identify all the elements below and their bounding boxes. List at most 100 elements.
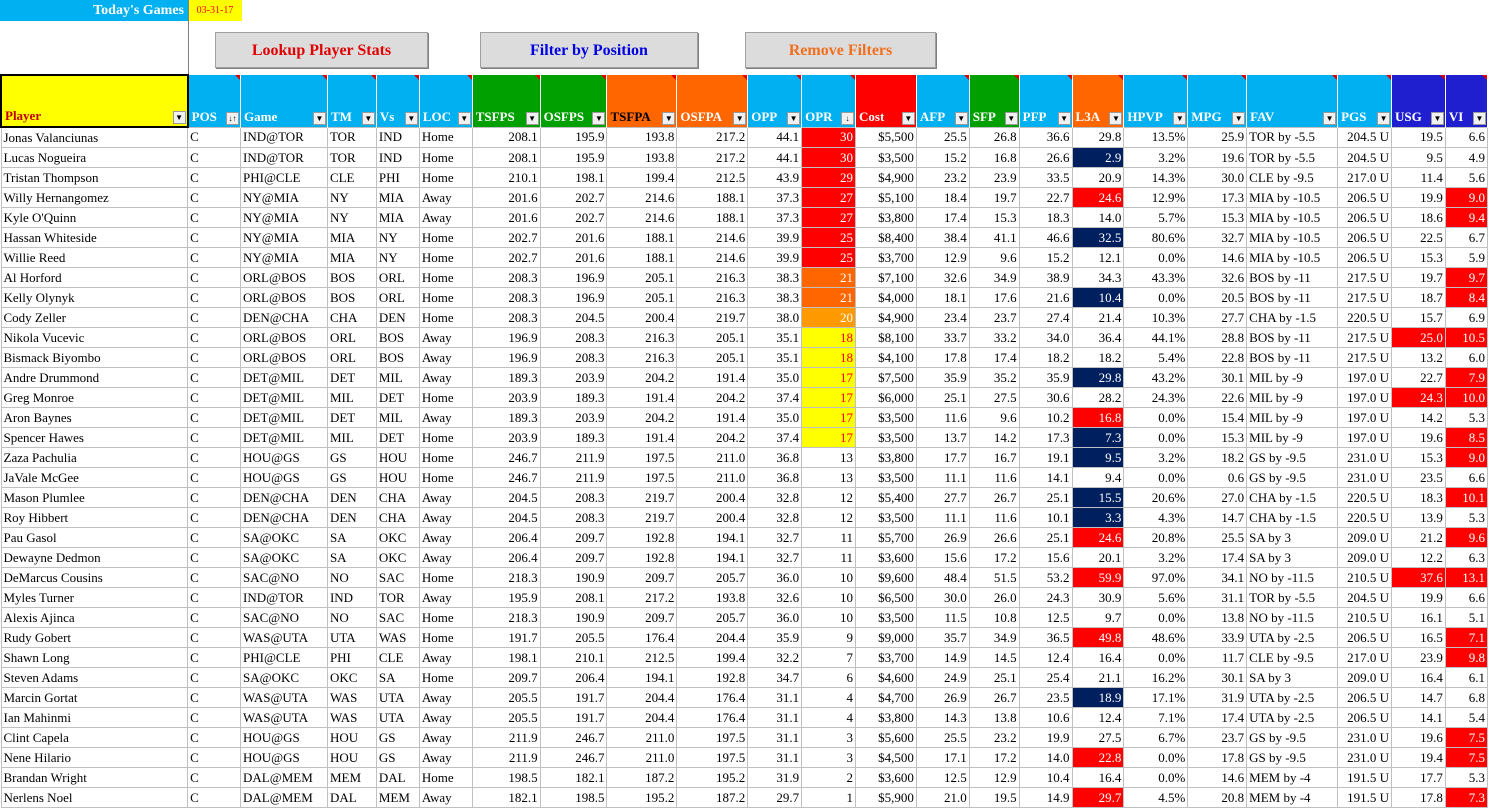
table-row[interactable]: Tristan Thompson C PHI@CLE CLE PHI Home 210.1 1… xyxy=(0,167,1488,188)
cell-mpg[interactable]: 30.1 xyxy=(1187,667,1248,688)
cell-pos[interactable]: C xyxy=(187,147,241,168)
table-row[interactable]: Roy Hibbert C DEN@CHA DEN CHA Away 204.5 208.3 2… xyxy=(0,507,1488,528)
cell-mpg[interactable]: 17.4 xyxy=(1187,707,1248,728)
filter-dropdown-icon[interactable]: ▼ xyxy=(1473,111,1486,125)
table-row[interactable]: Cody Zeller C DEN@CHA CHA DEN Home 208.3 204.5 2… xyxy=(0,307,1488,328)
cell-mpg[interactable]: 34.1 xyxy=(1187,567,1248,588)
cell-osfps[interactable]: 201.6 xyxy=(539,227,608,248)
cell-pos[interactable]: C xyxy=(187,707,241,728)
cell-mpg[interactable]: 27.7 xyxy=(1187,307,1248,328)
cell-vi[interactable]: 7.3 xyxy=(1444,787,1488,808)
cell-usg[interactable]: 19.5 xyxy=(1391,126,1446,148)
column-header-afp[interactable]: AFP ▼ xyxy=(915,75,970,127)
cell-tsfpa[interactable]: 195.2 xyxy=(606,787,678,808)
cell-fav[interactable]: CLE by -9.5 xyxy=(1246,647,1339,668)
cell-pgs[interactable]: 206.5 U xyxy=(1337,227,1393,248)
cell-game[interactable]: ORL@BOS xyxy=(240,347,328,368)
cell-opp[interactable]: 35.9 xyxy=(747,627,803,648)
cell-hpvp[interactable]: 97.0% xyxy=(1123,567,1189,588)
cell-usg[interactable]: 37.6 xyxy=(1391,567,1446,588)
cell-player[interactable]: Bismack Biyombo xyxy=(0,347,189,368)
cell-sfp[interactable]: 26.6 xyxy=(968,527,1020,548)
cell-mpg[interactable]: 18.2 xyxy=(1187,447,1248,468)
cell-tsfpa[interactable]: 192.8 xyxy=(606,527,678,548)
cell-fav[interactable]: TOR by -5.5 xyxy=(1246,587,1339,608)
cell-loc[interactable]: Home xyxy=(418,467,473,488)
cell-loc[interactable]: Home xyxy=(418,627,473,648)
cell-tsfpa[interactable]: 212.5 xyxy=(606,647,678,668)
cell-sfp[interactable]: 23.2 xyxy=(968,727,1020,748)
cell-opp[interactable]: 36.8 xyxy=(747,467,803,488)
cell-cost[interactable]: $4,100 xyxy=(855,347,917,368)
cell-osfpa[interactable]: 217.2 xyxy=(676,126,749,148)
table-row[interactable]: Mason Plumlee C DEN@CHA DEN CHA Away 204.5 208.… xyxy=(0,487,1488,508)
cell-tsfps[interactable]: 182.1 xyxy=(471,787,541,808)
cell-vi[interactable]: 5.6 xyxy=(1444,167,1488,188)
cell-opr[interactable]: 25 xyxy=(801,247,856,268)
cell-loc[interactable]: Home xyxy=(418,287,473,308)
cell-hpvp[interactable]: 0.0% xyxy=(1123,467,1189,488)
cell-sfp[interactable]: 9.6 xyxy=(968,247,1020,268)
cell-sfp[interactable]: 10.8 xyxy=(968,607,1020,628)
cell-fav[interactable]: GS by -9.5 xyxy=(1246,727,1339,748)
cell-vi[interactable]: 6.9 xyxy=(1444,307,1488,328)
column-header-osfpa[interactable]: OSFPA ▼ xyxy=(676,75,749,127)
cell-usg[interactable]: 14.2 xyxy=(1391,407,1446,428)
cell-mpg[interactable]: 33.9 xyxy=(1187,627,1248,648)
filter-dropdown-icon[interactable]: ▼ xyxy=(361,111,375,125)
cell-fav[interactable]: MIL by -9 xyxy=(1246,387,1339,408)
cell-tm[interactable]: MIA xyxy=(326,227,377,248)
cell-hpvp[interactable]: 4.3% xyxy=(1123,507,1189,528)
cell-pfp[interactable]: 10.2 xyxy=(1018,407,1073,428)
cell-afp[interactable]: 23.2 xyxy=(915,167,970,188)
cell-fav[interactable]: GS by -9.5 xyxy=(1246,467,1339,488)
cell-pfp[interactable]: 10.1 xyxy=(1018,507,1073,528)
cell-vi[interactable]: 5.1 xyxy=(1444,607,1488,628)
cell-vs[interactable]: UTA xyxy=(375,687,420,708)
cell-pos[interactable]: C xyxy=(187,387,241,408)
cell-pgs[interactable]: 197.0 U xyxy=(1337,367,1393,388)
cell-l3a[interactable]: 3.3 xyxy=(1071,507,1125,528)
cell-usg[interactable]: 11.4 xyxy=(1391,167,1446,188)
cell-tm[interactable]: NO xyxy=(326,607,377,628)
cell-loc[interactable]: Home xyxy=(418,427,473,448)
cell-afp[interactable]: 26.9 xyxy=(915,527,970,548)
cell-mpg[interactable]: 15.4 xyxy=(1187,407,1248,428)
cell-tsfps[interactable]: 204.5 xyxy=(471,507,541,528)
cell-loc[interactable]: Home xyxy=(418,307,473,328)
cell-vi[interactable]: 6.3 xyxy=(1444,547,1488,568)
cell-vs[interactable]: GS xyxy=(375,747,420,768)
cell-tm[interactable]: DET xyxy=(326,407,377,428)
cell-pos[interactable]: C xyxy=(187,267,241,288)
cell-tm[interactable]: NO xyxy=(326,567,377,588)
cell-osfpa[interactable]: 217.2 xyxy=(676,147,749,168)
cell-pfp[interactable]: 17.3 xyxy=(1018,427,1073,448)
cell-l3a[interactable]: 29.7 xyxy=(1071,787,1125,808)
cell-game[interactable]: PHI@CLE xyxy=(240,167,328,188)
cell-mpg[interactable]: 20.5 xyxy=(1187,287,1248,308)
cell-tsfps[interactable]: 195.9 xyxy=(471,587,541,608)
cell-afp[interactable]: 21.0 xyxy=(915,787,970,808)
cell-tsfps[interactable]: 210.1 xyxy=(471,167,541,188)
cell-fav[interactable]: UTA by -2.5 xyxy=(1246,687,1339,708)
cell-cost[interactable]: $3,600 xyxy=(855,547,917,568)
cell-sfp[interactable]: 26.8 xyxy=(968,126,1020,148)
filter-dropdown-icon[interactable]: ▼ xyxy=(1377,111,1391,125)
cell-tm[interactable]: DEN xyxy=(326,507,377,528)
table-row[interactable]: Kyle O'Quinn C NY@MIA NY MIA Away 201.6 202.7 21… xyxy=(0,207,1488,228)
cell-opp[interactable]: 35.0 xyxy=(747,367,803,388)
cell-opr[interactable]: 21 xyxy=(801,267,856,288)
cell-player[interactable]: Nerlens Noel xyxy=(0,787,189,808)
cell-vs[interactable]: NY xyxy=(375,227,420,248)
column-header-mpg[interactable]: MPG ▼ xyxy=(1187,75,1248,127)
cell-tm[interactable]: TOR xyxy=(326,147,377,168)
cell-afp[interactable]: 14.9 xyxy=(915,647,970,668)
cell-cost[interactable]: $8,100 xyxy=(855,327,917,348)
cell-cost[interactable]: $3,500 xyxy=(855,147,917,168)
cell-pgs[interactable]: 191.5 U xyxy=(1337,787,1393,808)
cell-tm[interactable]: OKC xyxy=(326,667,377,688)
cell-player[interactable]: Greg Monroe xyxy=(0,387,189,408)
cell-pgs[interactable]: 206.5 U xyxy=(1337,687,1393,708)
cell-game[interactable]: DET@MIL xyxy=(240,427,328,448)
cell-l3a[interactable]: 59.9 xyxy=(1071,567,1125,588)
